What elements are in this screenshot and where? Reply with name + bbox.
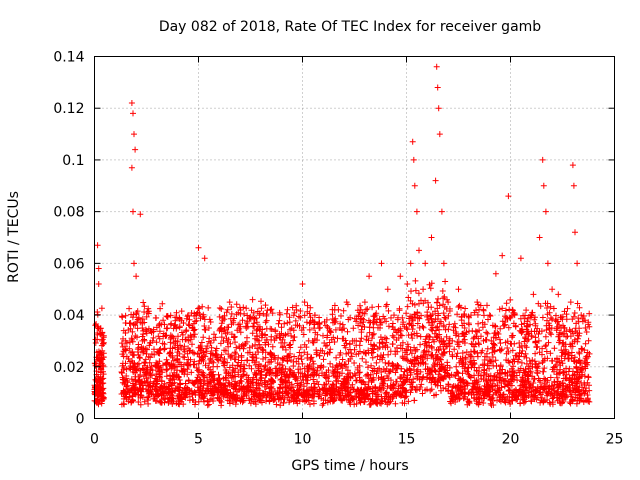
y-tick-label: 0.06 <box>53 256 84 272</box>
x-tick-label: 0 <box>90 432 99 448</box>
plot-frame <box>94 56 615 419</box>
x-tick-label: 20 <box>502 432 520 448</box>
y-tick-labels: 0 0.02 0.04 0.06 0.08 0.1 0.12 0.14 <box>53 50 84 428</box>
y-axis-label: ROTI / TECUs <box>6 191 22 283</box>
x-tick-label: 5 <box>194 432 203 448</box>
x-tick-labels: 0 5 10 15 20 25 <box>90 432 623 448</box>
data-points <box>91 63 593 409</box>
axis-ticks <box>94 56 615 419</box>
grid-lines <box>94 56 615 419</box>
x-tick-label: 25 <box>606 432 624 448</box>
y-tick-label: 0 <box>76 412 85 428</box>
x-tick-label: 10 <box>294 432 312 448</box>
chart-title: Day 082 of 2018, Rate Of TEC Index for r… <box>159 19 541 35</box>
roti-markers <box>91 63 593 409</box>
y-tick-label: 0.12 <box>53 101 84 117</box>
x-axis-label: GPS time / hours <box>291 458 408 474</box>
y-tick-label: 0.04 <box>53 308 84 324</box>
y-tick-label: 0.08 <box>53 205 84 221</box>
x-tick-label: 15 <box>398 432 416 448</box>
y-tick-label: 0.02 <box>53 360 84 376</box>
y-tick-label: 0.14 <box>53 50 84 66</box>
y-tick-label: 0.1 <box>62 153 84 169</box>
